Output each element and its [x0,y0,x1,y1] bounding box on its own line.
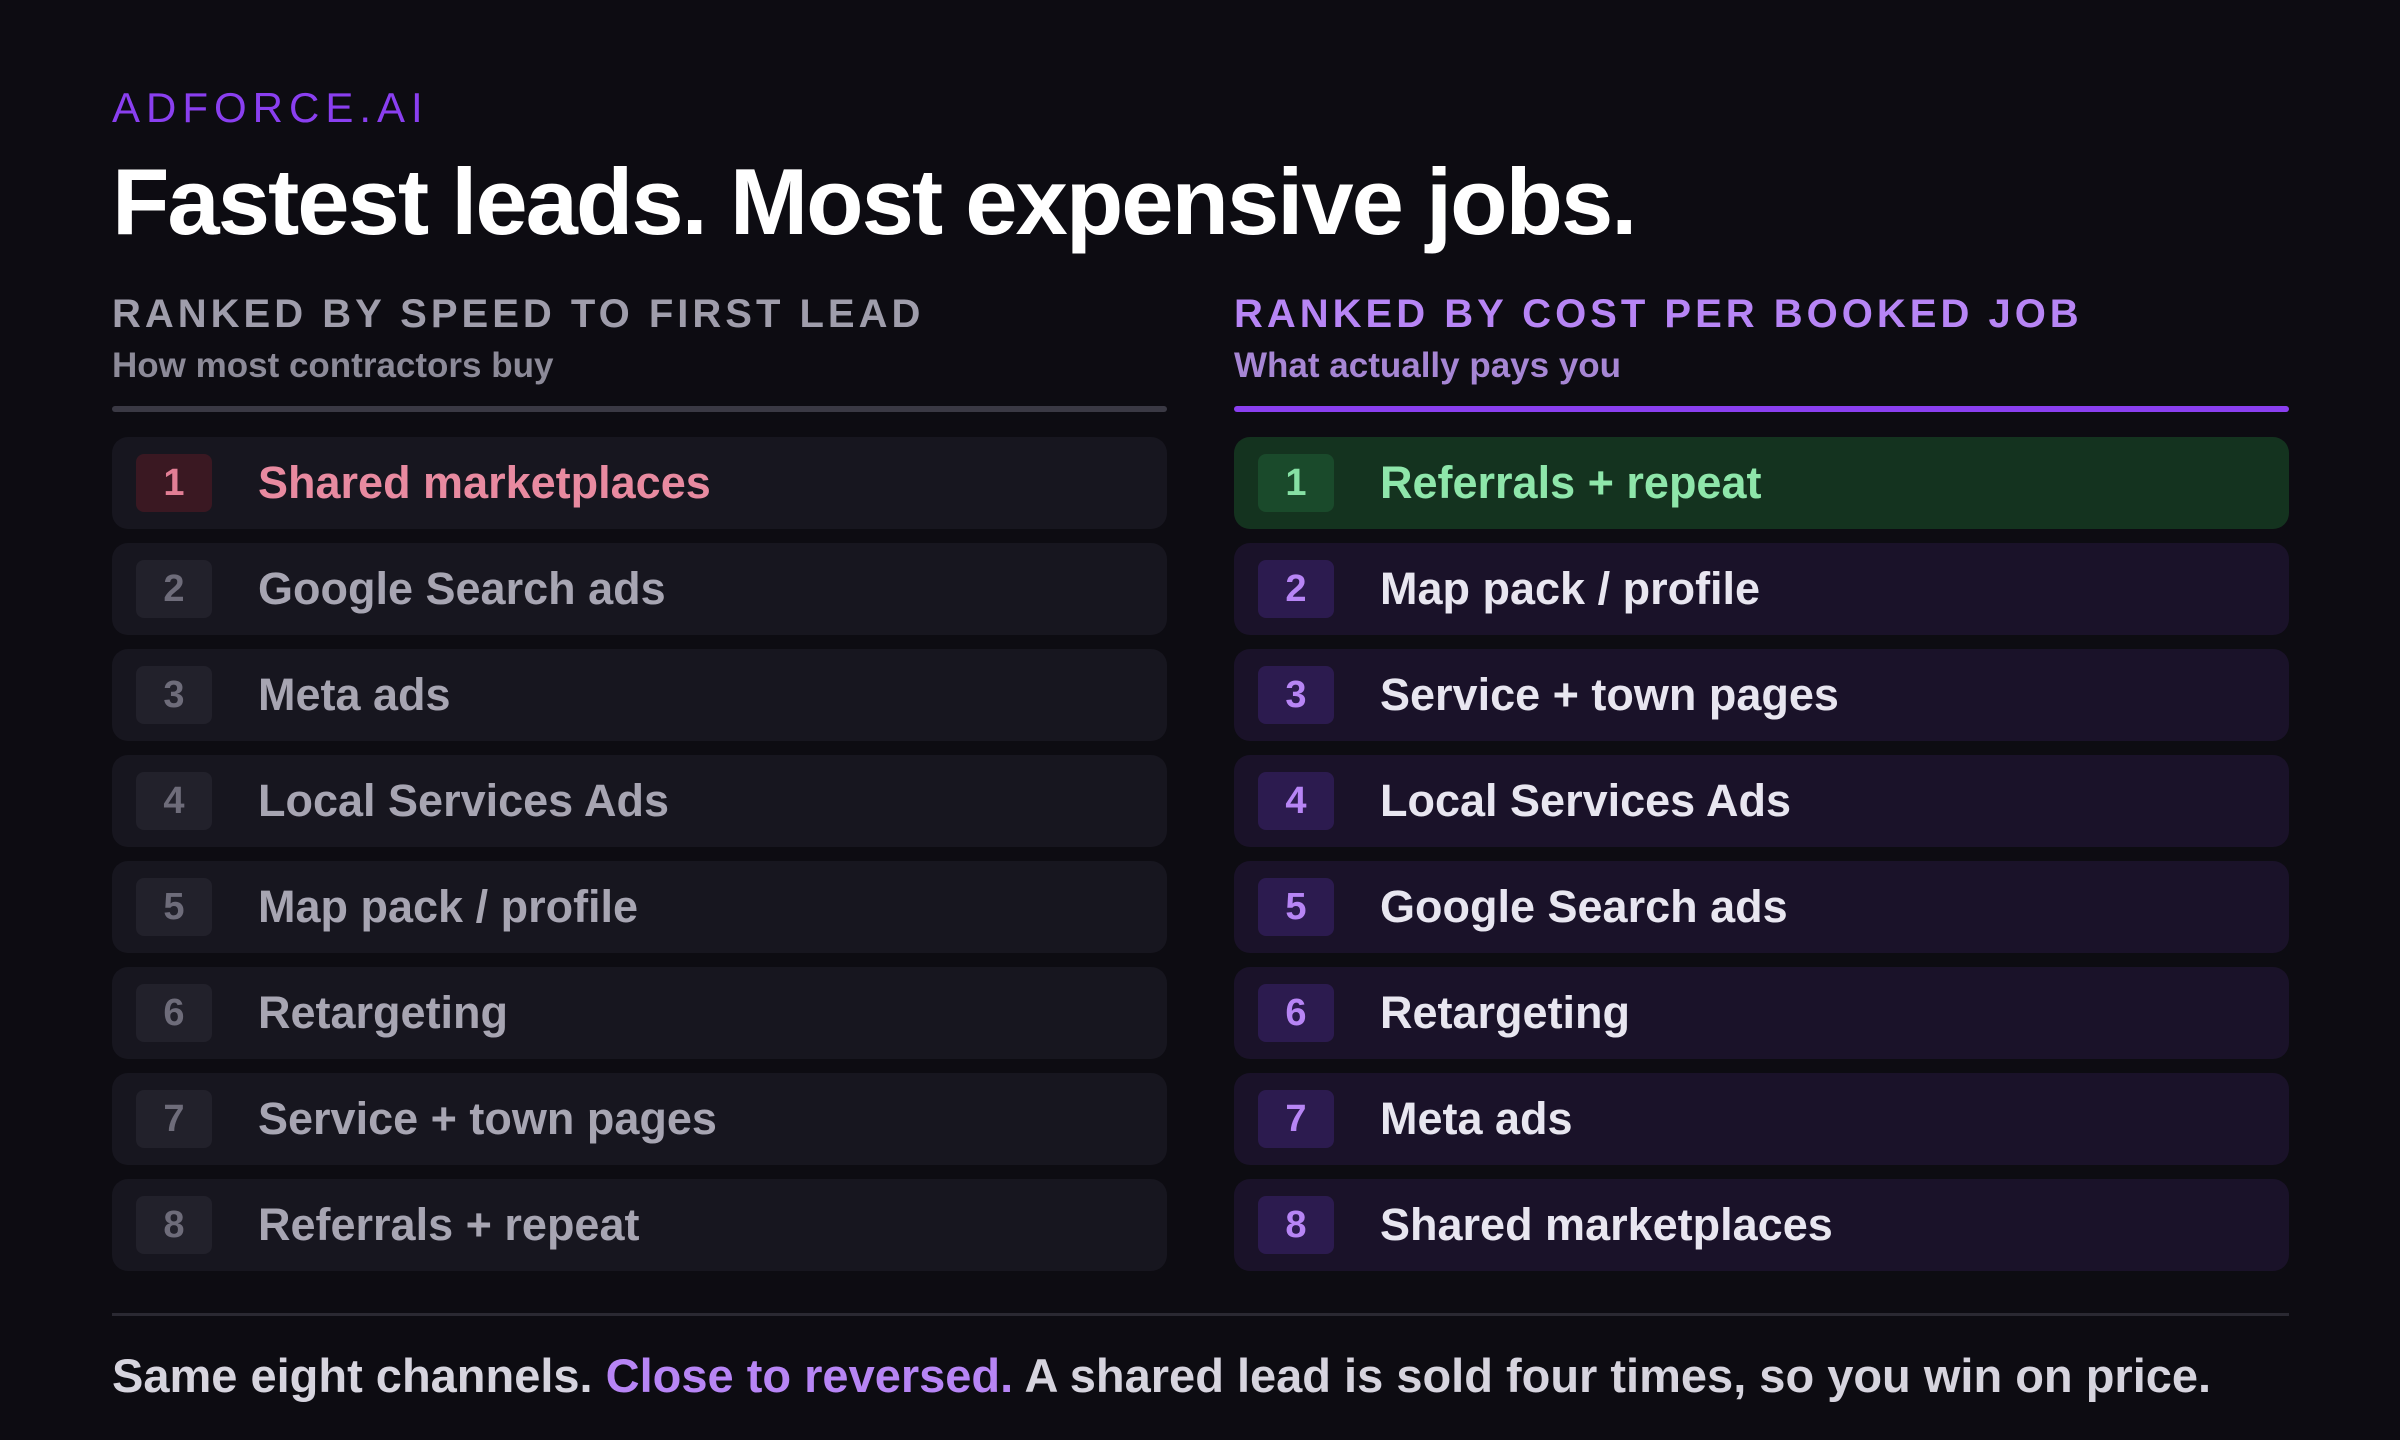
channel-label: Google Search ads [258,563,666,614]
channel-label: Map pack / profile [258,881,639,932]
channel-label: Retargeting [258,987,509,1038]
list-item: 7 Meta ads [1234,1073,2289,1165]
channel-label: Referrals + repeat [258,1199,640,1250]
channel-label: Local Services Ads [258,775,670,826]
speed-ranking-divider [112,406,1167,412]
channel-label: Meta ads [258,669,451,720]
speed-ranking-title: RANKED BY SPEED TO FIRST LEAD [112,292,925,336]
list-item: 5 Google Search ads [1234,861,2289,953]
rank-badge: 3 [136,666,212,724]
channel-label: Google Search ads [1380,881,1788,932]
channel-label: Referrals + repeat [1380,457,1762,508]
list-item: 4 Local Services Ads [112,755,1167,847]
brand-label: ADFORCE.AI [112,84,429,131]
list-item: 2 Map pack / profile [1234,543,2289,635]
rank-badge: 8 [136,1196,212,1254]
rank-badge: 5 [1258,878,1334,936]
footer-highlight: Close to reversed. [605,1349,1014,1402]
cost-ranking-column: RANKED BY COST PER BOOKED JOB What actua… [1234,290,2289,1285]
channel-label: Shared marketplaces [1380,1199,1833,1250]
channel-label: Service + town pages [258,1093,717,1144]
list-item: 8 Shared marketplaces [1234,1179,2289,1271]
rank-badge: 6 [136,984,212,1042]
footer-rest: A shared lead is sold four times, so you… [1024,1349,2212,1402]
footer-caption: Same eight channels. Close to reversed. … [112,1348,2211,1403]
rank-badge: 3 [1258,666,1334,724]
list-item: 1 Shared marketplaces [112,437,1167,529]
speed-ranking-column: RANKED BY SPEED TO FIRST LEAD How most c… [112,290,1167,1285]
speed-ranking-list: 1 Shared marketplaces 2 Google Search ad… [112,437,1167,1271]
rank-badge: 1 [1258,454,1334,512]
list-item: 8 Referrals + repeat [112,1179,1167,1271]
channel-label: Map pack / profile [1380,563,1761,614]
rank-badge: 7 [1258,1090,1334,1148]
channel-label: Meta ads [1380,1093,1573,1144]
rank-badge: 8 [1258,1196,1334,1254]
rank-badge: 2 [1258,560,1334,618]
channel-label: Retargeting [1380,987,1631,1038]
list-item: 3 Meta ads [112,649,1167,741]
footer-lead: Same eight channels. [112,1349,593,1402]
channel-label: Service + town pages [1380,669,1839,720]
list-item: 6 Retargeting [112,967,1167,1059]
cost-ranking-divider [1234,406,2289,412]
list-item: 3 Service + town pages [1234,649,2289,741]
rank-badge: 4 [1258,772,1334,830]
rank-badge: 6 [1258,984,1334,1042]
cost-ranking-title: RANKED BY COST PER BOOKED JOB [1234,292,2083,336]
list-item: 1 Referrals + repeat [1234,437,2289,529]
list-item: 4 Local Services Ads [1234,755,2289,847]
footer-divider [112,1313,2289,1316]
list-item: 2 Google Search ads [112,543,1167,635]
cost-ranking-list: 1 Referrals + repeat 2 Map pack / profil… [1234,437,2289,1271]
list-item: 5 Map pack / profile [112,861,1167,953]
page-title: Fastest leads. Most expensive jobs. [112,149,1637,254]
list-item: 6 Retargeting [1234,967,2289,1059]
rank-badge: 4 [136,772,212,830]
cost-ranking-subtitle: What actually pays you [1234,346,1622,385]
speed-ranking-subtitle: How most contractors buy [112,346,554,385]
rank-badge: 2 [136,560,212,618]
channel-label: Local Services Ads [1380,775,1792,826]
list-item: 7 Service + town pages [112,1073,1167,1165]
rank-badge: 7 [136,1090,212,1148]
channel-label: Shared marketplaces [258,457,711,508]
rank-badge: 1 [136,454,212,512]
rank-badge: 5 [136,878,212,936]
